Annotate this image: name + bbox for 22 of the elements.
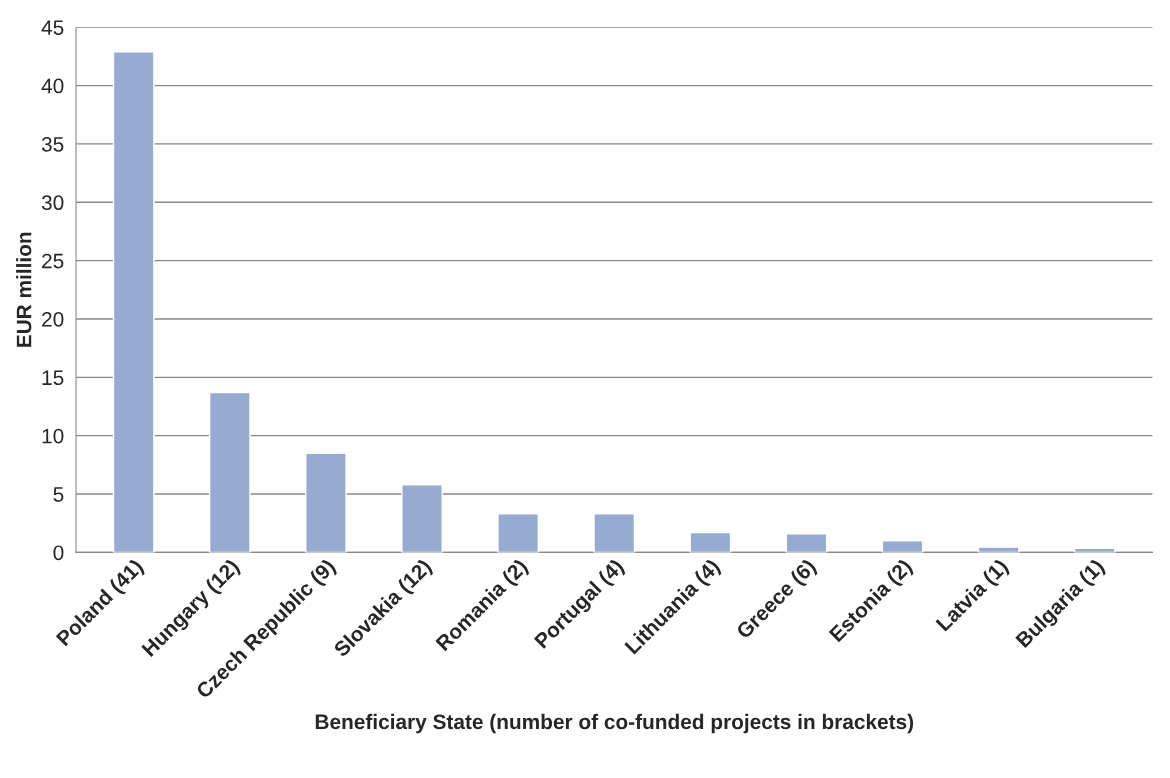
bar: [208, 391, 251, 553]
y-tick-label: 45: [41, 20, 64, 35]
y-tick-label: 10: [42, 428, 64, 444]
y-axis-title: EUR million: [16, 232, 32, 347]
y-tick-label: 0: [53, 545, 64, 561]
bar: [593, 513, 636, 553]
y-tick-label: 35: [41, 136, 64, 152]
bar: [881, 540, 924, 553]
bar: [785, 533, 828, 553]
y-tick-label: 25: [42, 253, 64, 269]
y-tick-label: 30: [41, 195, 64, 211]
bar: [401, 483, 443, 553]
y-tick-label: 15: [42, 370, 64, 386]
bar: [689, 531, 732, 553]
x-axis-title: Beneficiary State (number of co-funded projects in brackets): [315, 713, 914, 734]
y-tick-label: 20: [42, 311, 64, 327]
bar: [305, 452, 347, 553]
bar: [497, 513, 540, 553]
y-tick-label: 40: [41, 78, 64, 94]
bar: [977, 546, 1020, 553]
y-tick-label: 5: [53, 487, 64, 502]
bar: [112, 51, 155, 553]
